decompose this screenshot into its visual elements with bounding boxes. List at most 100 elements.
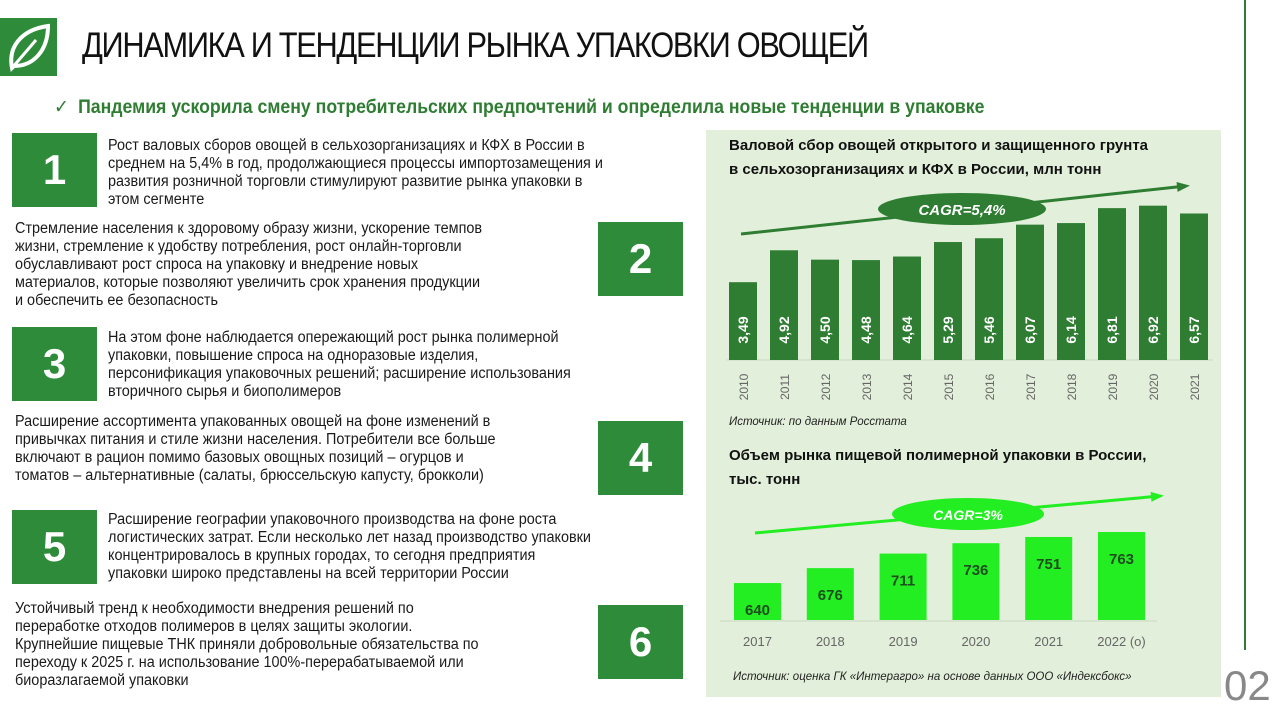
x-tick-label: 2015	[942, 373, 956, 400]
bar-2018	[1057, 223, 1085, 360]
cagr-label: CAGR=5,4%	[918, 202, 1005, 219]
text-line: Рост валовых сборов овощей в сельхозорга…	[108, 137, 585, 154]
logo	[0, 18, 57, 76]
data-label: 640	[745, 602, 770, 619]
subtitle-text: Пандемия ускорила смену потребительских …	[78, 97, 985, 118]
point-text-5: Расширение географии упаковочного произв…	[108, 511, 591, 583]
cagr-ellipse	[892, 498, 1044, 530]
leaf-icon	[9, 23, 51, 73]
data-label: 751	[1036, 556, 1061, 573]
text-line: Стремление населения к здоровому образу …	[15, 220, 483, 237]
chart2-source: Источник: оценка ГК «Интерагро» на основ…	[733, 671, 1132, 683]
divider-line	[1244, 0, 1246, 650]
point-number-5: 5	[12, 510, 97, 584]
point-number-2: 2	[598, 222, 683, 296]
data-label: 4,64	[899, 316, 915, 343]
x-tick-label: 2020	[1147, 373, 1161, 400]
point-text-4: Расширение ассортимента упакованных овощ…	[15, 413, 496, 485]
data-label: 6,92	[1145, 316, 1161, 343]
text-line: томатов – альтернативные (салаты, брюссе…	[15, 467, 484, 484]
x-tick-label: 2019	[1106, 373, 1120, 400]
bar-2017	[1016, 224, 1044, 360]
page-title: ДИНАМИКА И ТЕНДЕНЦИИ РЫНКА УПАКОВКИ ОВОЩ…	[82, 26, 869, 65]
bar-2012	[811, 259, 839, 360]
text-line: Устойчивый тренд к необходимости внедрен…	[15, 600, 414, 617]
point-text-6: Устойчивый тренд к необходимости внедрен…	[15, 600, 479, 690]
x-tick-label: 2011	[778, 374, 792, 400]
data-label: 4,92	[776, 316, 792, 343]
text-line: вторичного сырья и биополимеров	[108, 383, 342, 400]
x-tick-label: 2020	[961, 634, 990, 649]
x-tick-label: 2010	[737, 373, 751, 400]
cagr-ellipse	[878, 193, 1046, 225]
page-number: 02	[1224, 662, 1271, 709]
text-line: упаковки, повышение спроса на одноразовы…	[108, 347, 479, 364]
data-label: 711	[891, 573, 915, 590]
data-label: 4,48	[858, 316, 874, 343]
text-line: переходу к 2025 г. на использование 100%…	[15, 654, 464, 671]
bar-2020	[1139, 205, 1167, 360]
text-line: среднем на 5,4% в год, продолжающиеся пр…	[108, 155, 603, 172]
cagr-label: CAGR=3%	[933, 507, 1003, 523]
x-tick-label: 2021	[1188, 373, 1202, 400]
text-line: развития розничной торговли стимулируют …	[108, 173, 583, 190]
bar-2011	[770, 250, 798, 360]
point-number-4: 4	[598, 421, 683, 495]
x-tick-label: 2019	[889, 634, 918, 649]
x-tick-label: 2012	[819, 373, 833, 400]
data-label: 763	[1109, 551, 1134, 568]
bar-2015	[934, 242, 962, 360]
data-label: 676	[818, 587, 843, 604]
data-label: 5,29	[940, 316, 956, 343]
text-line: этом сегменте	[108, 191, 205, 208]
bar-2021	[1025, 536, 1073, 620]
data-label: 3,49	[735, 316, 751, 343]
text-line: материалов, которые позволяют увеличить …	[15, 274, 481, 291]
x-tick-label: 2017	[743, 634, 772, 649]
text-line: Крупнейшие пищевые ТНК приняли доброволь…	[15, 636, 479, 653]
bar-2013	[852, 260, 880, 360]
point-text-2: Стремление населения к здоровому образу …	[15, 220, 482, 310]
point-text-1: Рост валовых сборов овощей в сельхозорга…	[108, 137, 603, 209]
bar-2010	[729, 282, 757, 360]
text-line: Расширение географии упаковочного произв…	[108, 511, 557, 528]
point-number-6: 6	[598, 605, 683, 679]
bar-2016	[975, 238, 1003, 360]
trend-arrow-head	[1176, 181, 1190, 192]
x-tick-label: 2017	[1024, 373, 1038, 400]
text-line: жизни, стремление к удобству потребления…	[15, 238, 462, 255]
bar-2014	[893, 256, 921, 360]
data-label: 6,07	[1022, 316, 1038, 343]
text-line: упаковки широко представлены на всей тер…	[108, 565, 509, 582]
bar-2019	[1098, 208, 1126, 360]
data-label: 6,14	[1063, 316, 1079, 343]
text-line: персонификация упаковочных решений; расш…	[108, 365, 571, 382]
text-line: логистических затрат. Если несколько лет…	[108, 529, 591, 546]
data-label: 6,81	[1104, 316, 1120, 343]
trend-arrow-head	[1150, 491, 1164, 502]
bar-2019	[879, 553, 927, 620]
text-line: биоразлагаемой упаковки	[15, 672, 189, 689]
chart1-title: Валовой сбор овощей открытого и защищенн…	[729, 137, 1149, 178]
text-line: привычках питания и стиле жизни населени…	[15, 431, 496, 448]
checkmark-icon: ✓	[54, 97, 69, 118]
x-tick-label: 2021	[1034, 634, 1063, 649]
point-number-3: 3	[12, 327, 97, 401]
page-subtitle: ✓ Пандемия ускорила смену потребительских…	[54, 96, 984, 119]
point-text-3: На этом фоне наблюдается опережающий рос…	[108, 329, 571, 401]
text-line: переработке отходов полимеров в целях за…	[15, 618, 413, 635]
data-label: 736	[963, 562, 988, 579]
text-line: Расширение ассортимента упакованных овощ…	[15, 413, 491, 430]
data-label: 6,57	[1186, 316, 1202, 343]
point-number-1: 1	[12, 133, 97, 207]
x-tick-label: 2018	[1065, 373, 1079, 400]
data-label: 5,46	[981, 316, 997, 343]
bar-2022 (о)	[1098, 532, 1145, 620]
chart2-title: Объем рынка пищевой полимерной упаковки …	[729, 447, 1147, 488]
text-line: концентрировалось в крупных городах, то …	[108, 547, 536, 564]
text-line: включают в рацион помимо базовых овощных…	[15, 449, 464, 466]
data-label: 4,50	[817, 316, 833, 343]
text-line: обуславливают рост спроса на упаковку и …	[15, 256, 419, 273]
x-tick-label: 2013	[860, 373, 874, 400]
